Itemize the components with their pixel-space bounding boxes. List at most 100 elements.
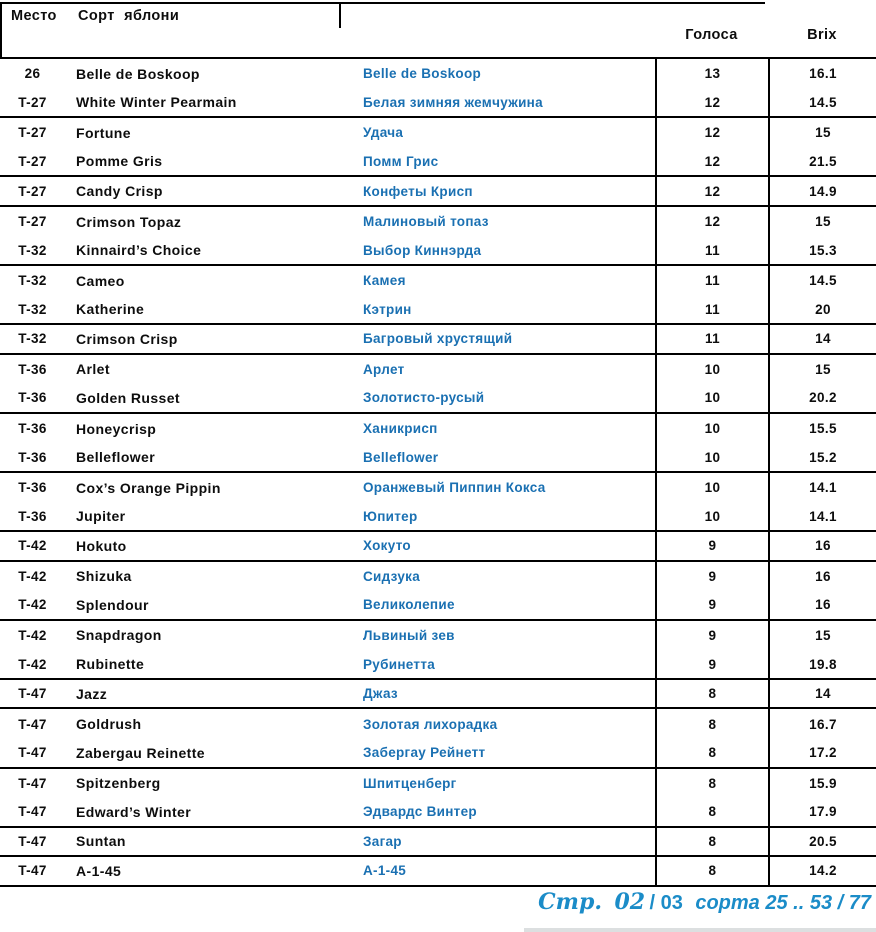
table-row: T-27 White Winter Pearmain Белая зимняя … (0, 88, 876, 119)
header-column-divider (339, 2, 341, 28)
votes-cell: 10 (655, 354, 768, 385)
table-row: T-47 Zabergau Reinette Забергау Рейнетт … (0, 738, 876, 769)
votes-cell: 9 (655, 532, 768, 560)
translation-cell: Оранжевый Пиппин Кокса (363, 480, 546, 496)
variety-name-cell: A-1-45 (76, 862, 122, 879)
votes-cell: 9 (655, 591, 768, 619)
variety-name-cell: Suntan (76, 833, 126, 850)
votes-cell: 8 (655, 738, 768, 767)
rank-cell: 26 (24, 66, 41, 82)
variety-name-cell: Spitzenberg (76, 775, 161, 792)
rank-cell: T-47 (18, 833, 47, 849)
translation-cell: Конфеты Крисп (363, 183, 473, 199)
header-left-border (0, 2, 2, 57)
votes-cell: 11 (655, 325, 768, 353)
votes-cell: 12 (655, 177, 768, 205)
translation-cell: Шпитценберг (363, 775, 457, 791)
variety-name-cell: Splendour (76, 596, 149, 613)
brix-cell: 17.2 (768, 738, 876, 767)
translation-cell: Хокуто (363, 538, 411, 554)
translation-cell: Золотая лихорадка (363, 716, 498, 732)
variety-name-cell: Jazz (76, 685, 108, 702)
variety-name-cell: Katherine (76, 301, 145, 318)
table-body: 26 Belle de Boskoop Belle de Boskoop 13 … (0, 59, 876, 887)
translation-cell: Юпитер (363, 508, 418, 524)
brix-cell: 16 (768, 561, 876, 592)
votes-cell: 13 (655, 59, 768, 89)
table-row: T-36 Golden Russet Золотисто-русый 10 20… (0, 384, 876, 414)
variety-name-cell: Pomme Gris (76, 153, 163, 170)
translation-cell: Золотисто-русый (363, 390, 485, 406)
rank-cell: T-47 (18, 686, 47, 702)
translation-cell: Джаз (363, 686, 398, 702)
votes-cell: 8 (655, 798, 768, 826)
variety-name-cell: Honeycrisp (76, 420, 157, 437)
votes-cell: 9 (655, 561, 768, 592)
rank-cell: T-47 (18, 775, 47, 791)
votes-cell: 11 (655, 236, 768, 264)
translation-cell: Belleflower (363, 449, 439, 465)
table-header: Место Сорт яблони Голоса Brix (0, 0, 876, 59)
column-header-votes: Голоса (685, 27, 738, 43)
rank-cell: T-32 (18, 301, 47, 317)
brix-cell: 15 (768, 620, 876, 651)
column-header-brix: Brix (807, 27, 837, 43)
votes-cell: 8 (655, 827, 768, 856)
translation-cell: Рубинетта (363, 656, 436, 672)
brix-cell: 14 (768, 325, 876, 353)
translation-cell: Помм Грис (363, 153, 439, 169)
rank-cell: T-47 (18, 745, 47, 761)
rank-cell: T-42 (18, 627, 47, 643)
brix-cell: 20.2 (768, 384, 876, 412)
translation-cell: A-1-45 (363, 863, 407, 879)
variety-name-cell: Edward’s Winter (76, 803, 192, 820)
rank-cell: T-36 (18, 421, 47, 437)
rank-cell: T-47 (18, 863, 47, 879)
rank-cell: T-27 (18, 125, 47, 141)
table-row: T-36 Honeycrisp Ханикрисп 10 15.5 (0, 413, 876, 444)
rank-cell: T-27 (18, 153, 47, 169)
brix-cell: 14.1 (768, 502, 876, 530)
table-row: T-42 Splendour Великолепие 9 16 (0, 591, 876, 621)
variety-name-cell: Candy Crisp (76, 183, 163, 200)
variety-name-cell: Goldrush (76, 716, 142, 733)
variety-name-cell: Golden Russet (76, 389, 180, 406)
brix-cell: 14 (768, 679, 876, 708)
table-row: T-36 Cox’s Orange Pippin Оранжевый Пиппи… (0, 472, 876, 503)
brix-cell: 14.5 (768, 265, 876, 296)
table-row: T-47 Goldrush Золотая лихорадка 8 16.7 (0, 709, 876, 739)
variety-name-cell: Belle de Boskoop (76, 65, 200, 82)
footer-page-prefix: Стр. (538, 889, 602, 915)
variety-name-cell: Arlet (76, 361, 110, 378)
brix-cell: 15 (768, 206, 876, 237)
votes-cell: 11 (655, 265, 768, 296)
table-row: 26 Belle de Boskoop Belle de Boskoop 13 … (0, 59, 876, 89)
table-row: T-47 Jazz Джаз 8 14 (0, 679, 876, 710)
rank-cell: T-36 (18, 480, 47, 496)
table-row: T-42 Snapdragon Львиный зев 9 15 (0, 620, 876, 651)
table-row: T-32 Cameo Камея 11 14.5 (0, 265, 876, 296)
variety-name-cell: Jupiter (76, 508, 126, 525)
votes-cell: 8 (655, 679, 768, 708)
translation-cell: Великолепие (363, 597, 455, 613)
brix-cell: 20.5 (768, 827, 876, 856)
table-row: T-32 Crimson Crisp Багровый хрустящий 11… (0, 325, 876, 355)
translation-cell: Малиновый топаз (363, 214, 489, 230)
variety-name-cell: Rubinette (76, 656, 145, 673)
variety-name-cell: Snapdragon (76, 627, 162, 644)
variety-name-cell: Fortune (76, 124, 131, 141)
brix-cell: 14.9 (768, 177, 876, 205)
translation-cell: Выбор Киннэрда (363, 242, 482, 258)
translation-cell: Арлет (363, 361, 405, 377)
column-header-rank: Место (11, 8, 57, 24)
translation-cell: Эдвардс Винтер (363, 804, 477, 820)
table-row: T-42 Rubinette Рубинетта 9 19.8 (0, 650, 876, 680)
rank-cell: T-42 (18, 538, 47, 554)
table-row: T-42 Shizuka Сидзука 9 16 (0, 561, 876, 592)
rank-cell: T-27 (18, 94, 47, 110)
brix-cell: 15.2 (768, 443, 876, 471)
table-row: T-47 A-1-45 A-1-45 8 14.2 (0, 857, 876, 887)
brix-cell: 15 (768, 354, 876, 385)
translation-cell: Belle de Boskoop (363, 66, 482, 82)
